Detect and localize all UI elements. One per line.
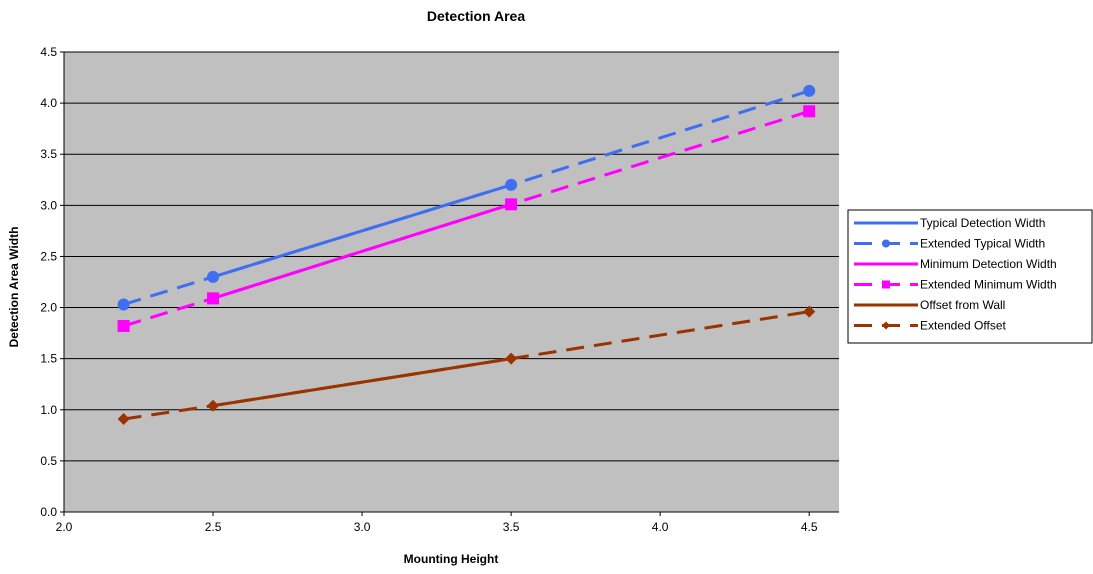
data-point — [803, 305, 816, 318]
y-axis-label: Detection Area Width — [7, 227, 21, 348]
data-point — [803, 84, 816, 97]
y-tick-label: 1.0 — [40, 403, 57, 417]
y-tick-label: 3.0 — [40, 198, 57, 212]
data-point — [803, 105, 816, 118]
x-tick-label: 4.5 — [801, 520, 818, 534]
series-line — [123, 109, 810, 328]
y-tick-label: 4.0 — [40, 96, 57, 110]
y-tick-label: 1.5 — [40, 352, 57, 366]
legend-label: Extended Offset — [920, 319, 1007, 333]
chart-title: Detection Area — [427, 8, 526, 24]
plot-background — [64, 52, 839, 512]
legend-marker — [882, 280, 890, 289]
x-tick-label: 3.0 — [354, 520, 371, 534]
data-point — [117, 298, 130, 311]
x-axis-label: Mounting Height — [404, 552, 499, 566]
data-point — [117, 412, 130, 425]
series-line — [212, 202, 512, 300]
y-tick-label: 0.0 — [40, 505, 57, 519]
y-tick-label: 3.5 — [40, 147, 57, 161]
y-tick-label: 2.0 — [40, 301, 57, 315]
y-tick-label: 4.5 — [40, 45, 57, 59]
x-tick-label: 4.0 — [652, 520, 669, 534]
plot-area: 0.0 0.5 1.0 1.5 2.0 2.5 3.0 3.5 4.0 4.5 2.0 2.5 3.0 3… — [40, 45, 839, 534]
y-tick-label: 0.5 — [40, 454, 57, 468]
legend-marker — [882, 239, 890, 248]
legend: Typical Detection Width Extended Typical … — [847, 209, 1093, 344]
legend-label: Extended Typical Width — [920, 237, 1045, 251]
legend-marker — [882, 321, 890, 330]
legend-box — [847, 209, 1093, 344]
legend-label: Offset from Wall — [920, 298, 1005, 312]
x-tick-label: 2.0 — [56, 520, 73, 534]
data-point — [117, 319, 130, 332]
series-line — [212, 183, 512, 279]
y-tick-label: 2.5 — [40, 249, 57, 263]
legend-label: Minimum Detection Width — [920, 257, 1057, 271]
series-line — [212, 357, 512, 408]
x-tick-label: 2.5 — [205, 520, 222, 534]
x-tick-label: 3.5 — [503, 520, 520, 534]
legend-label: Typical Detection Width — [920, 216, 1045, 230]
series-line — [123, 89, 810, 306]
legend-label: Extended Minimum Width — [920, 278, 1057, 292]
